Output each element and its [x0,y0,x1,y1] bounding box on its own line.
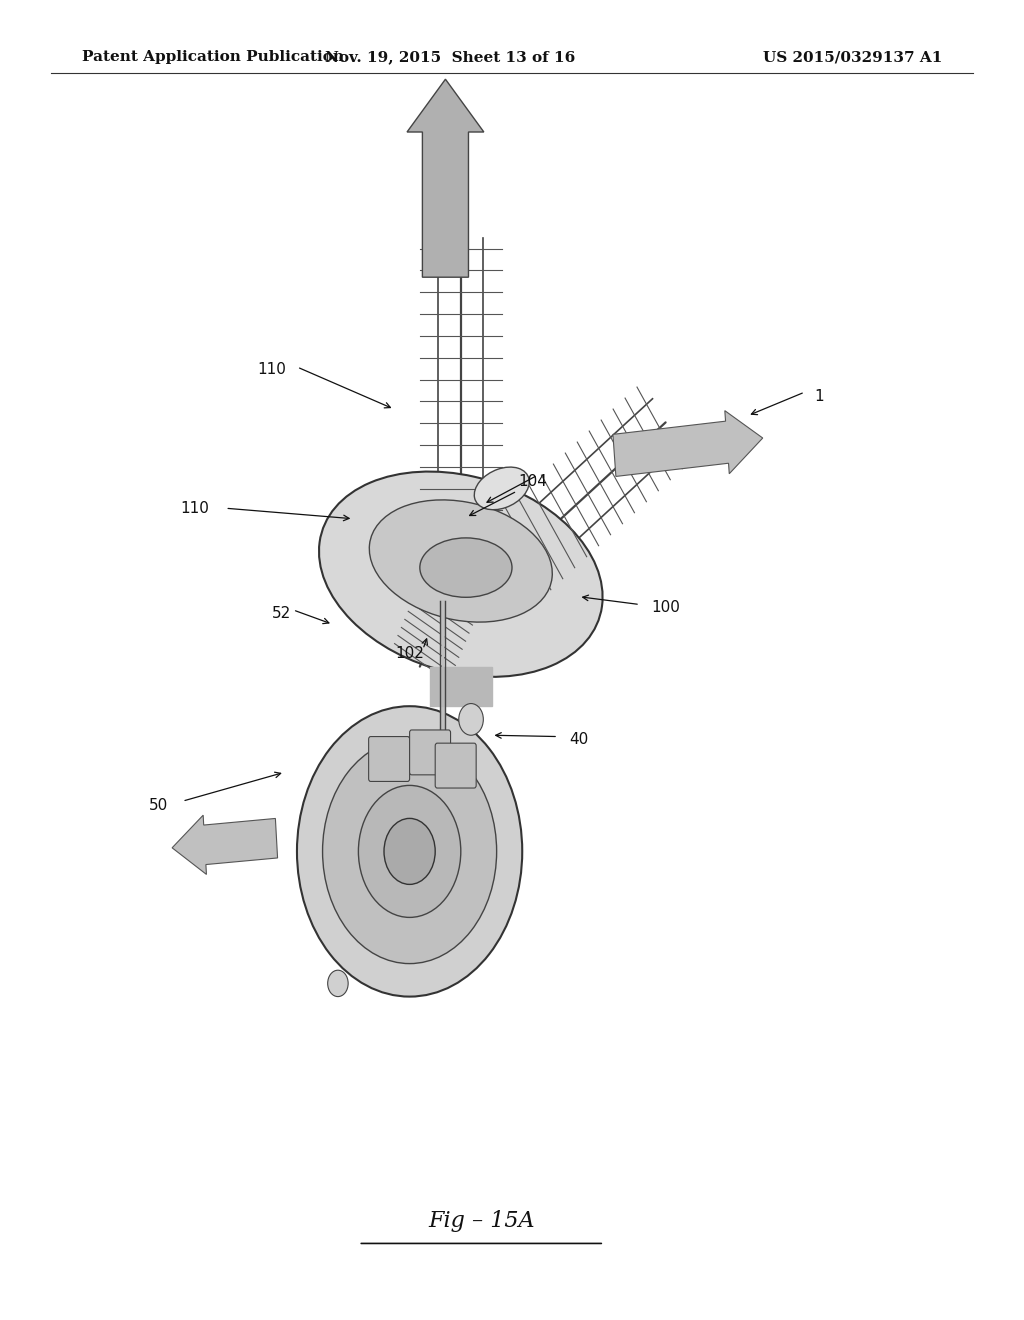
Text: 100: 100 [651,599,680,615]
FancyBboxPatch shape [369,737,410,781]
Text: 40: 40 [569,731,588,747]
Text: 1: 1 [814,388,824,404]
Ellipse shape [420,539,512,598]
Ellipse shape [297,706,522,997]
Text: US 2015/0329137 A1: US 2015/0329137 A1 [763,50,942,65]
Ellipse shape [370,500,552,622]
Polygon shape [440,601,445,733]
Ellipse shape [474,467,529,510]
Ellipse shape [358,785,461,917]
Text: 104: 104 [518,474,547,490]
Text: Fig – 15A: Fig – 15A [428,1210,535,1232]
Text: 102: 102 [395,645,424,661]
FancyArrow shape [613,411,763,477]
FancyBboxPatch shape [435,743,476,788]
Ellipse shape [323,739,497,964]
FancyArrow shape [172,816,278,874]
Ellipse shape [319,471,602,677]
Text: 110: 110 [180,500,209,516]
Circle shape [384,818,435,884]
Text: 50: 50 [150,797,168,813]
Text: 52: 52 [272,606,291,622]
FancyArrow shape [408,79,483,277]
Polygon shape [430,667,492,706]
FancyBboxPatch shape [410,730,451,775]
Circle shape [459,704,483,735]
Text: Patent Application Publication: Patent Application Publication [82,50,344,65]
Circle shape [328,970,348,997]
Text: 110: 110 [257,362,286,378]
Text: Nov. 19, 2015  Sheet 13 of 16: Nov. 19, 2015 Sheet 13 of 16 [326,50,575,65]
